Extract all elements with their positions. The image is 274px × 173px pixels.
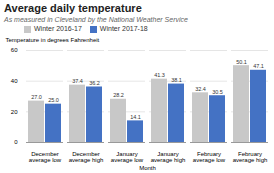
svg-text:Januaryaverage low: Januaryaverage low	[111, 151, 144, 163]
svg-text:41.3: 41.3	[154, 72, 165, 78]
svg-text:Decemberaverage high: Decemberaverage high	[69, 151, 104, 163]
svg-text:32.4: 32.4	[195, 86, 206, 92]
svg-text:0: 0	[14, 139, 18, 145]
svg-text:30.5: 30.5	[212, 89, 223, 95]
svg-text:Temperature in degrees Fahrenh: Temperature in degrees Fahrenheit	[6, 37, 100, 43]
svg-text:36.2: 36.2	[89, 80, 100, 86]
svg-text:20: 20	[11, 109, 18, 115]
html-text:As measured in Cleveland by th: As measured in Cleveland by the National…	[4, 16, 188, 23]
svg-text:Februaryaverage high: Februaryaverage high	[233, 151, 268, 163]
svg-text:27.0: 27.0	[31, 94, 42, 100]
svg-text:50.1: 50.1	[236, 59, 247, 65]
html-text:Average daily temperature: Average daily temperature	[4, 2, 142, 14]
svg-text:40: 40	[11, 78, 18, 84]
svg-text:38.1: 38.1	[171, 77, 182, 83]
svg-text:60: 60	[11, 47, 18, 53]
svg-text:28.2: 28.2	[113, 92, 124, 98]
svg-text:Month: Month	[139, 165, 156, 171]
svg-text:Decemberaverage low: Decemberaverage low	[29, 151, 62, 163]
svg-text:14.1: 14.1	[130, 114, 141, 120]
svg-text:Januaryaverage high: Januaryaverage high	[151, 151, 186, 163]
svg-text:Februaryaverage low: Februaryaverage low	[193, 151, 226, 163]
html-text:Winter 2017-18: Winter 2017-18	[99, 25, 148, 32]
svg-text:25.0: 25.0	[48, 97, 59, 103]
svg-text:37.4: 37.4	[72, 78, 83, 84]
svg-text:47.1: 47.1	[253, 63, 264, 69]
html-text:Winter 2016-17: Winter 2016-17	[34, 25, 82, 32]
